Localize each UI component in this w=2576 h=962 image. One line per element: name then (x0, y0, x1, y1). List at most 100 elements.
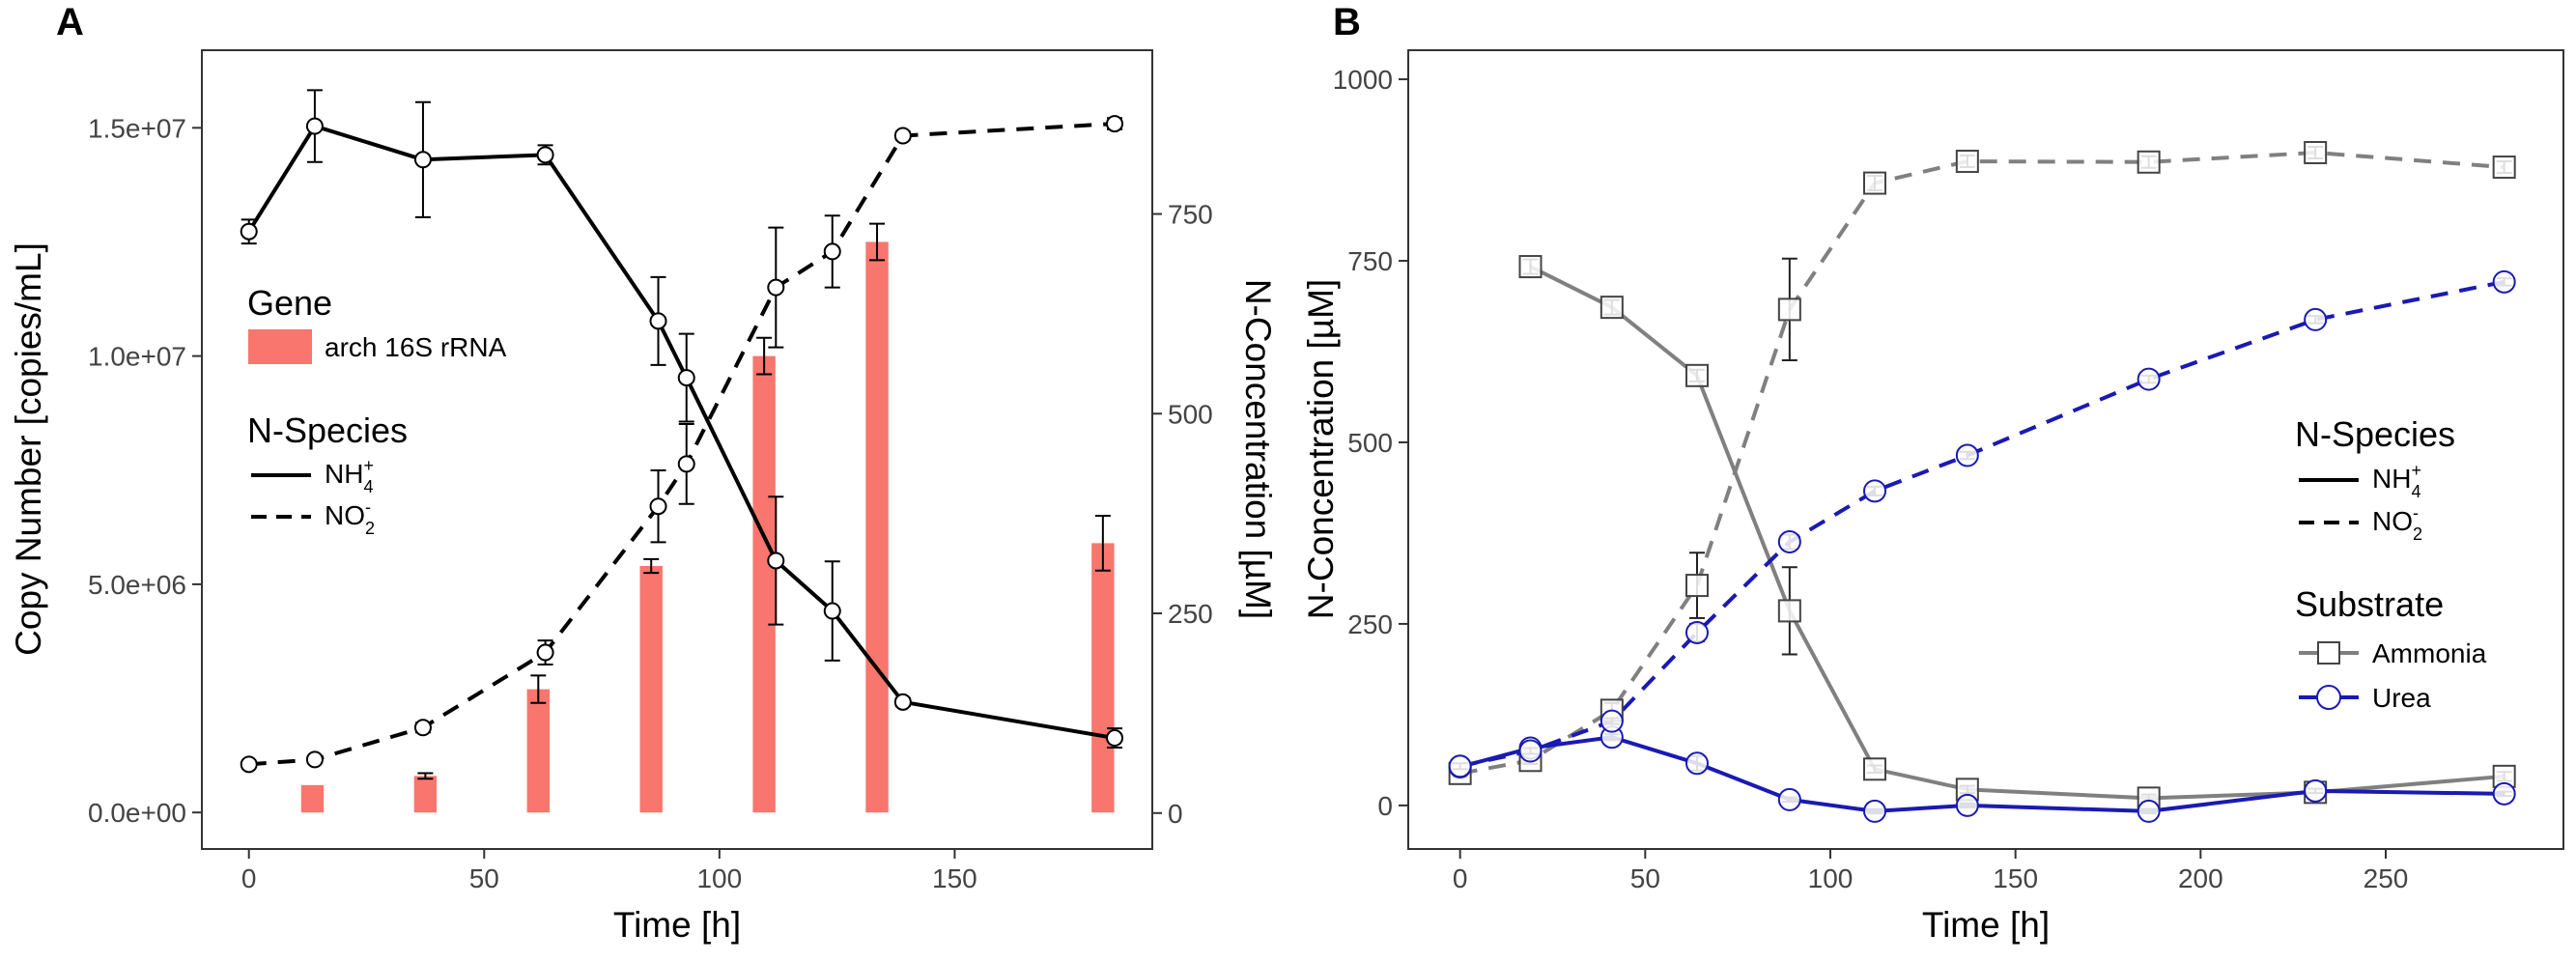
legend-ammonia-marker (2317, 641, 2340, 665)
y-right-tick-label-a: 750 (1168, 200, 1213, 230)
axis-ticks-b: 0 50 100 150 200 250 0 250 500 750 1000 (1333, 65, 2409, 893)
legend-urea-label: Urea (2372, 683, 2431, 713)
y-axis-title-right-a: N-Concentration [µM] (1238, 279, 1278, 619)
point-marker-urea (1863, 479, 1886, 503)
legend-nh4-label-a: NH4+ (325, 456, 374, 496)
panel-b: B 0 50 100 150 200 250 0 250 500 750 1000 Time [h]… (1301, 1, 2564, 945)
y-tick-label-b: 250 (1347, 609, 1393, 639)
bar-arch-16s (300, 784, 325, 813)
point-marker-a (305, 750, 324, 769)
point-marker-urea (1777, 529, 1801, 553)
point-marker-a (413, 719, 432, 737)
y-axis-title-b: N-Concentration [µM] (1301, 279, 1341, 619)
point-marker-urea (1863, 799, 1886, 823)
legend-b: N-Species NH4+ NO2- Substrate Ammonia Ur… (2295, 414, 2487, 713)
legend-gene-title: Gene (247, 283, 332, 323)
x-tick-label-a: 150 (932, 863, 977, 893)
x-tick-label-b: 200 (2178, 863, 2223, 893)
line-urea-nh4 (1459, 735, 2505, 813)
point-marker-a (823, 242, 841, 261)
point-marker-ammonia (1863, 171, 1886, 195)
point-marker-ammonia (1518, 255, 1543, 279)
plot-frame-a (201, 49, 1153, 850)
legend-species-title-a: N-Species (247, 410, 408, 450)
x-tick-label-a: 100 (696, 863, 742, 893)
point-marker-urea (1448, 754, 1472, 778)
legend-no2-label-a: NO2- (325, 497, 375, 538)
point-marker-ammonia (1863, 757, 1886, 781)
y-tick-label-b: 1000 (1333, 65, 1393, 95)
point-marker-urea (2137, 799, 2161, 823)
panel-letter-b: B (1333, 1, 1361, 43)
point-marker-urea (2304, 778, 2328, 803)
bar-arch-16s (1091, 543, 1115, 813)
y-left-tick-label-a: 0.0e+00 (88, 798, 186, 828)
point-marker-a (649, 497, 667, 516)
x-tick-label-b: 0 (1453, 863, 1468, 893)
point-marker-a (536, 146, 554, 164)
y-left-tick-label-a: 1.0e+07 (88, 342, 186, 372)
point-marker-a (677, 369, 695, 387)
line-no2-a (248, 122, 1116, 767)
x-tick-label-b: 250 (2364, 863, 2409, 893)
point-marker-ammonia (1955, 150, 1979, 174)
point-marker-a (823, 602, 841, 620)
point-marker-ammonia (1685, 363, 1709, 387)
legend-species-title-b: N-Species (2295, 414, 2455, 454)
line-ammonia-nh4 (1529, 265, 2505, 801)
point-marker-a (240, 755, 258, 774)
point-marker-urea (2492, 781, 2516, 806)
point-marker-ammonia (2304, 141, 2328, 165)
x-tick-label-a: 50 (469, 863, 499, 893)
line-series-a (240, 89, 1124, 774)
y-right-tick-label-a: 500 (1168, 399, 1213, 429)
point-marker-a (240, 222, 258, 240)
x-tick-label-b: 100 (1808, 863, 1854, 893)
bar-arch-16s (865, 241, 889, 813)
point-marker-ammonia (2492, 156, 2516, 180)
x-tick-label-b: 150 (1993, 863, 2038, 893)
bar-arch-16s (752, 355, 776, 813)
point-marker-a (893, 127, 912, 145)
point-marker-urea (1685, 620, 1709, 644)
point-marker-a (677, 455, 695, 473)
point-marker-urea (1955, 793, 1979, 817)
point-marker-urea (2492, 269, 2516, 294)
y-tick-label-b: 0 (1377, 791, 1393, 821)
point-marker-ammonia (1777, 297, 1801, 322)
legend-gene-label: arch 16S rRNA (325, 332, 507, 362)
point-marker-ammonia (2137, 150, 2161, 174)
point-marker-urea (1777, 787, 1801, 811)
point-marker-a (413, 151, 432, 169)
bar-arch-16s (526, 689, 550, 813)
point-marker-ammonia (1685, 574, 1709, 598)
point-marker-a (767, 278, 785, 297)
bar-arch-16s (639, 566, 663, 813)
plot-frame-b (1407, 49, 2564, 850)
point-marker-ammonia (1599, 296, 1624, 320)
panel-letter-a: A (56, 1, 84, 43)
axis-ticks-a: 0 50 100 150 0.0e+00 5.0e+06 1.0e+07 1.5e+07 0 25… (88, 113, 1213, 893)
point-marker-ammonia (1777, 599, 1801, 623)
point-marker-a (536, 643, 554, 662)
panel-a: A 0 50 100 1500.0e+005.0e+061.0e+071.5e+070… (9, 1, 1278, 945)
point-marker-a (767, 552, 785, 570)
y-left-tick-label-a: 1.5e+07 (88, 113, 186, 143)
point-marker-urea (2137, 367, 2161, 391)
line-ammonia-no2 (1459, 151, 2505, 776)
y-left-tick-label-a: 5.0e+06 (88, 570, 186, 600)
point-marker-a (1106, 115, 1124, 133)
legend-gene-swatch (248, 329, 312, 364)
line-series-b (1448, 141, 2516, 823)
x-axis-title-b: Time [h] (1922, 905, 2050, 945)
x-tick-label-b: 50 (1630, 863, 1660, 893)
point-marker-a (893, 693, 912, 711)
point-marker-a (649, 312, 667, 330)
y-right-tick-label-a: 250 (1168, 599, 1213, 629)
point-marker-urea (1599, 709, 1624, 733)
legend-no2-label-b: NO2- (2372, 503, 2422, 544)
point-marker-a (1106, 729, 1124, 748)
bar-arch-16s (413, 776, 438, 813)
y-tick-label-b: 750 (1347, 246, 1393, 276)
